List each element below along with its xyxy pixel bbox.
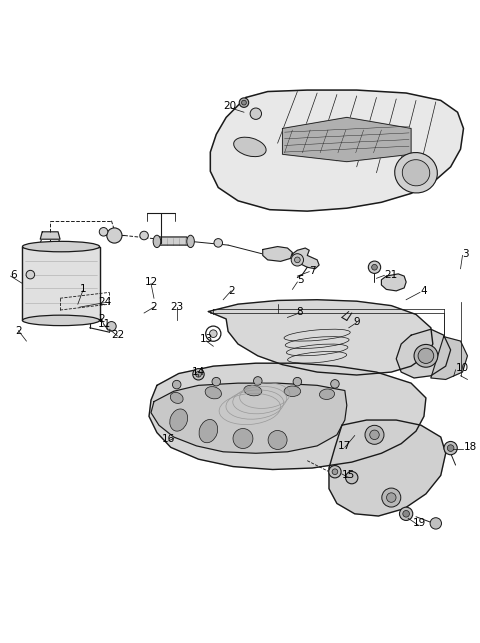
Text: 2: 2	[151, 302, 157, 312]
Polygon shape	[329, 420, 446, 516]
Circle shape	[250, 108, 262, 120]
Circle shape	[172, 381, 181, 389]
Text: 20: 20	[224, 102, 237, 111]
Text: 15: 15	[342, 471, 355, 480]
Polygon shape	[157, 237, 191, 245]
Text: 8: 8	[296, 307, 303, 316]
Text: 2: 2	[98, 314, 105, 324]
Circle shape	[140, 231, 148, 240]
Polygon shape	[208, 300, 433, 375]
Circle shape	[447, 445, 454, 451]
Ellipse shape	[418, 349, 434, 363]
Ellipse shape	[234, 137, 266, 157]
Text: 2: 2	[15, 326, 22, 336]
Circle shape	[26, 270, 35, 279]
Circle shape	[365, 425, 384, 444]
Polygon shape	[149, 363, 426, 469]
Circle shape	[239, 98, 249, 107]
Circle shape	[382, 488, 401, 507]
Text: 2: 2	[228, 286, 234, 296]
Ellipse shape	[187, 235, 194, 248]
Text: 9: 9	[353, 317, 360, 327]
Circle shape	[332, 469, 338, 475]
Circle shape	[295, 257, 300, 263]
Ellipse shape	[170, 392, 183, 403]
Text: 6: 6	[11, 269, 17, 280]
Polygon shape	[382, 274, 406, 291]
Ellipse shape	[205, 386, 221, 399]
Circle shape	[329, 466, 341, 478]
Polygon shape	[431, 337, 468, 379]
Circle shape	[193, 368, 204, 380]
Circle shape	[372, 264, 377, 270]
Polygon shape	[40, 232, 60, 239]
Circle shape	[99, 228, 108, 236]
Ellipse shape	[402, 159, 430, 186]
Text: KIA: KIA	[243, 145, 257, 153]
Circle shape	[107, 228, 122, 243]
Polygon shape	[263, 246, 292, 261]
Text: 3: 3	[463, 249, 469, 259]
Circle shape	[253, 377, 262, 385]
Ellipse shape	[170, 409, 188, 431]
Circle shape	[368, 261, 381, 273]
Text: 19: 19	[412, 518, 426, 529]
Polygon shape	[210, 90, 464, 211]
Circle shape	[370, 430, 379, 440]
Ellipse shape	[153, 235, 161, 248]
Ellipse shape	[23, 241, 99, 252]
Circle shape	[212, 377, 220, 386]
Ellipse shape	[23, 315, 99, 325]
Polygon shape	[396, 329, 451, 378]
Text: 22: 22	[111, 330, 124, 340]
Circle shape	[399, 507, 413, 520]
Ellipse shape	[268, 430, 287, 449]
Text: 14: 14	[192, 367, 205, 377]
Polygon shape	[283, 118, 411, 161]
Text: 18: 18	[464, 442, 477, 453]
Text: 10: 10	[456, 363, 468, 374]
Circle shape	[214, 239, 223, 247]
Polygon shape	[23, 246, 99, 320]
Text: 24: 24	[98, 297, 111, 307]
Text: 23: 23	[170, 302, 183, 312]
Ellipse shape	[395, 152, 437, 193]
Text: 12: 12	[144, 277, 157, 287]
Text: 13: 13	[200, 334, 213, 344]
Text: 11: 11	[98, 319, 111, 329]
Text: 5: 5	[297, 275, 304, 285]
Circle shape	[331, 379, 339, 388]
Ellipse shape	[284, 386, 300, 397]
Ellipse shape	[414, 345, 438, 367]
Text: 16: 16	[162, 433, 175, 444]
Text: 4: 4	[420, 286, 427, 296]
Ellipse shape	[199, 419, 218, 443]
Circle shape	[241, 100, 246, 105]
Circle shape	[386, 493, 396, 502]
Ellipse shape	[233, 428, 253, 448]
Circle shape	[196, 372, 201, 377]
Text: 1: 1	[80, 284, 86, 294]
Polygon shape	[151, 383, 347, 453]
Circle shape	[209, 330, 217, 338]
Ellipse shape	[244, 385, 262, 396]
Circle shape	[403, 511, 409, 517]
Text: 7: 7	[309, 266, 316, 276]
Circle shape	[291, 254, 303, 266]
Polygon shape	[292, 248, 319, 269]
Circle shape	[293, 377, 301, 386]
Circle shape	[430, 518, 442, 529]
Text: 21: 21	[384, 269, 397, 280]
Text: 17: 17	[338, 441, 351, 451]
Ellipse shape	[320, 389, 335, 399]
Circle shape	[444, 442, 457, 455]
Circle shape	[107, 322, 116, 331]
Circle shape	[346, 471, 358, 484]
